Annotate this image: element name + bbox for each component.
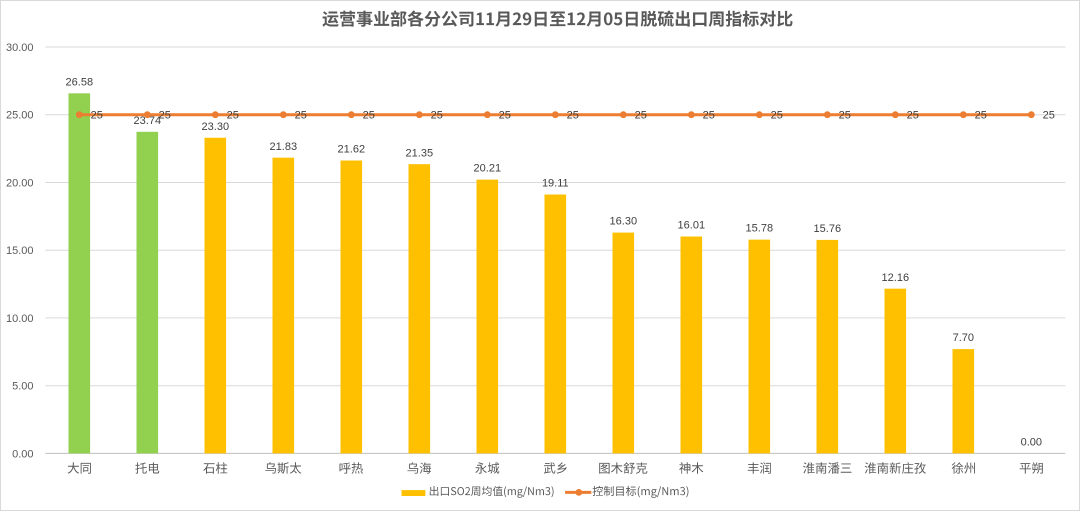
svg-text:25: 25 [975, 110, 987, 122]
svg-text:23.74: 23.74 [134, 115, 162, 127]
svg-text:16.30: 16.30 [610, 216, 638, 228]
svg-text:23.30: 23.30 [202, 121, 230, 133]
svg-text:21.62: 21.62 [338, 144, 366, 156]
svg-text:20.00: 20.00 [6, 177, 34, 189]
svg-text:25: 25 [771, 110, 783, 122]
svg-text:25: 25 [907, 110, 919, 122]
svg-text:25: 25 [839, 110, 851, 122]
svg-text:12.16: 12.16 [882, 272, 910, 284]
svg-text:20.21: 20.21 [474, 163, 502, 175]
svg-text:0.00: 0.00 [1021, 437, 1042, 449]
svg-text:25: 25 [363, 110, 375, 122]
svg-text:25: 25 [567, 110, 579, 122]
svg-text:26.58: 26.58 [66, 76, 94, 88]
svg-text:21.35: 21.35 [406, 147, 434, 159]
svg-text:15.78: 15.78 [746, 223, 774, 235]
svg-text:16.01: 16.01 [678, 220, 706, 232]
svg-text:30.00: 30.00 [6, 42, 34, 54]
svg-text:15.76: 15.76 [814, 223, 842, 235]
svg-text:25: 25 [295, 110, 307, 122]
svg-text:15.00: 15.00 [6, 245, 34, 257]
svg-text:25: 25 [703, 110, 715, 122]
svg-text:25: 25 [1043, 110, 1055, 122]
svg-text:0.00: 0.00 [12, 448, 33, 460]
svg-text:7.70: 7.70 [953, 332, 974, 344]
svg-text:25: 25 [635, 110, 647, 122]
svg-text:25: 25 [91, 110, 103, 122]
svg-text:5.00: 5.00 [12, 381, 33, 393]
svg-text:19.11: 19.11 [542, 178, 569, 190]
svg-text:25: 25 [227, 110, 239, 122]
svg-text:25: 25 [431, 110, 443, 122]
svg-text:25: 25 [159, 110, 171, 122]
svg-text:25: 25 [499, 110, 511, 122]
svg-text:21.83: 21.83 [270, 141, 298, 153]
svg-text:25.00: 25.00 [6, 110, 34, 122]
svg-text:10.00: 10.00 [6, 313, 34, 325]
